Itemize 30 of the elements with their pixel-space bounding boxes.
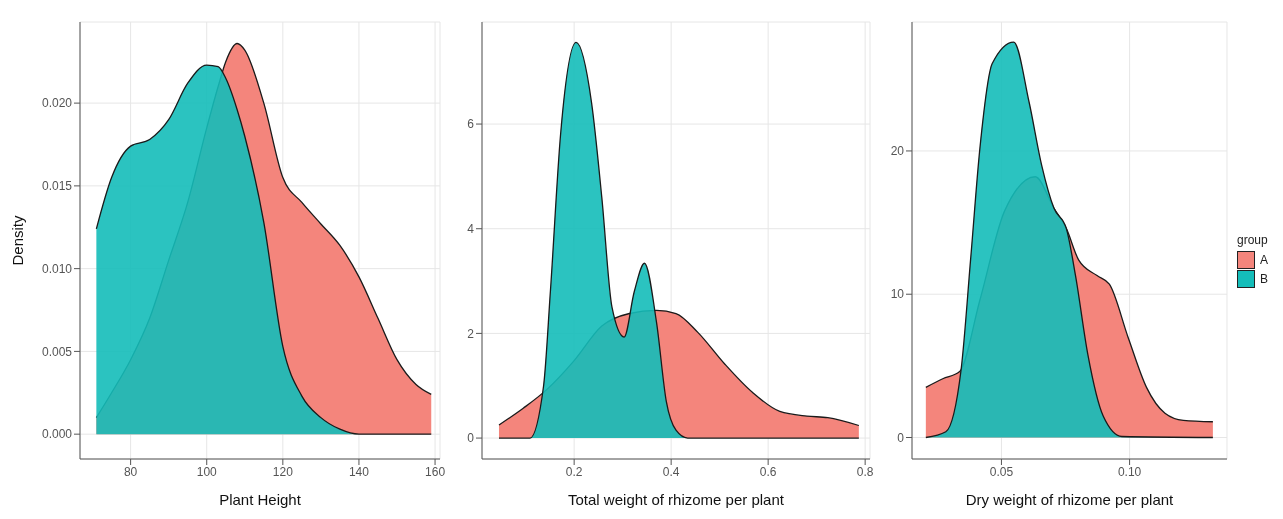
y-tick-label: 20 (890, 144, 905, 159)
x-tick-label: 0.05 (989, 464, 1014, 479)
y-tick-label: 6 (467, 117, 475, 132)
y-tick-label: 0.020 (41, 96, 73, 111)
x-tick-label: 0.8 (856, 464, 874, 479)
y-axis-title: Density (9, 215, 27, 266)
y-tick-label: 10 (890, 287, 905, 302)
x-tick-label: 100 (196, 464, 218, 479)
y-tick-label: 0.000 (41, 427, 73, 442)
x-tick-label: 0.10 (1117, 464, 1142, 479)
x-tick-label: 0.4 (662, 464, 680, 479)
y-tick-label: 0.005 (41, 344, 73, 359)
y-tick-label: 0.010 (41, 261, 73, 276)
x-tick-label: 140 (348, 464, 370, 479)
x-tick-label: 0.2 (565, 464, 583, 479)
x-axis-title: Plant Height (219, 491, 302, 508)
x-tick-label: 0.6 (759, 464, 777, 479)
x-axis-title: Dry weight of rhizome per plant (965, 491, 1175, 508)
x-tick-label: 160 (425, 464, 446, 479)
y-tick-label: 2 (467, 326, 475, 341)
x-tick-label: 120 (272, 464, 294, 479)
y-tick-label: 0 (467, 431, 475, 446)
y-tick-label: 4 (467, 221, 475, 236)
y-tick-label: 0 (897, 430, 905, 445)
legend-label: A (1259, 252, 1268, 267)
legend-title: group (1236, 232, 1268, 247)
x-tick-label: 80 (123, 464, 138, 479)
y-tick-label: 0.015 (41, 179, 73, 194)
x-axis-title: Total weight of rhizome per plant (568, 491, 785, 508)
legend-label: B (1259, 271, 1268, 286)
